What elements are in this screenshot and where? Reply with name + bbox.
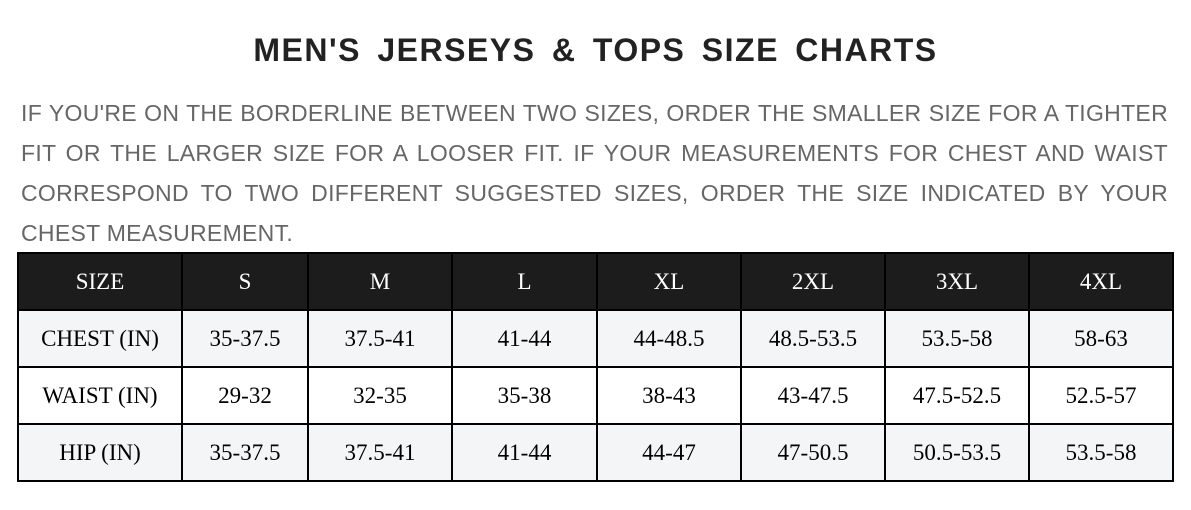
header-cell: 3XL	[884, 252, 1030, 311]
table-cell: 53.5-58	[884, 309, 1030, 368]
header-cell: SIZE	[17, 252, 183, 311]
table-cell: 32-35	[307, 366, 453, 425]
table-cell: 41-44	[451, 423, 598, 482]
table-cell: 43-47.5	[740, 366, 886, 425]
header-cell: L	[451, 252, 598, 311]
table-cell: 47-50.5	[740, 423, 886, 482]
table-cell: 35-37.5	[181, 309, 309, 368]
table-cell: 52.5-57	[1028, 366, 1174, 425]
size-advice-text: IF YOU'RE ON THE BORDERLINE BETWEEN TWO …	[21, 100, 1168, 246]
page-title: MEN'S JERSEYS & TOPS SIZE CHARTS	[253, 32, 938, 68]
table-cell: 50.5-53.5	[884, 423, 1030, 482]
table-cell: 35-37.5	[181, 423, 309, 482]
table-cell: 44-47	[596, 423, 742, 482]
header-cell: XL	[596, 252, 742, 311]
table-cell: 41-44	[451, 309, 598, 368]
row-label: CHEST (IN)	[17, 309, 183, 368]
table-cell: 58-63	[1028, 309, 1174, 368]
table-row: CHEST (IN) 35-37.5 37.5-41 41-44 44-48.5 48.5…	[17, 309, 1174, 368]
header-cell: S	[181, 252, 309, 311]
table-cell: 29-32	[181, 366, 309, 425]
table-row: HIP (IN) 35-37.5 37.5-41 41-44 44-47 47-50.5 5…	[17, 423, 1174, 482]
header-row: SIZE S M L XL 2XL 3XL 4XL	[17, 252, 1174, 311]
row-label: WAIST (IN)	[17, 366, 183, 425]
table-cell: 47.5-52.5	[884, 366, 1030, 425]
table-row: WAIST (IN) 29-32 32-35 35-38 38-43 43-47.5 47.…	[17, 366, 1174, 425]
size-chart-table: SIZE S M L XL 2XL 3XL 4XL CHEST (IN) 35-37.5 37.5…	[17, 252, 1174, 482]
header-cell: M	[307, 252, 453, 311]
table-cell: 44-48.5	[596, 309, 742, 368]
table-cell: 37.5-41	[307, 423, 453, 482]
table-cell: 53.5-58	[1028, 423, 1174, 482]
table-cell: 38-43	[596, 366, 742, 425]
header-cell: 4XL	[1028, 252, 1174, 311]
row-label: HIP (IN)	[17, 423, 183, 482]
header-cell: 2XL	[740, 252, 886, 311]
table-cell: 37.5-41	[307, 309, 453, 368]
table-cell: 35-38	[451, 366, 598, 425]
table-cell: 48.5-53.5	[740, 309, 886, 368]
